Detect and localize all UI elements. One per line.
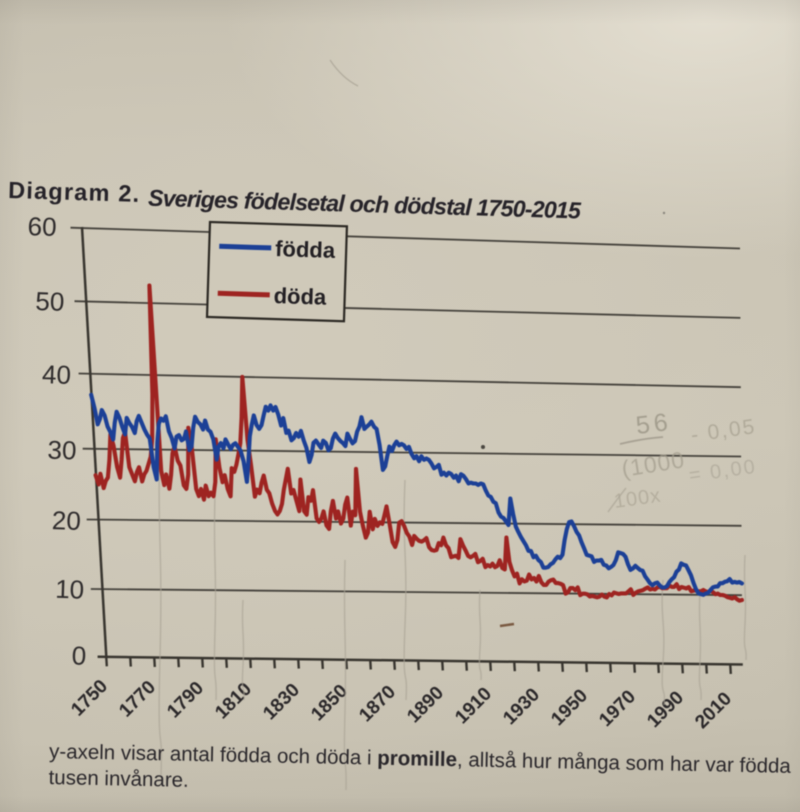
svg-text:1950: 1950 [547, 685, 592, 730]
svg-text:tusen invånare.: tusen invånare. [48, 766, 189, 792]
svg-text:60: 60 [27, 211, 57, 242]
svg-text:födda: födda [275, 236, 336, 263]
svg-text:50: 50 [35, 286, 65, 317]
svg-text:1770: 1770 [115, 677, 160, 722]
svg-text:= 0,00: = 0,00 [688, 456, 759, 487]
svg-text:Diagram 2.: Diagram 2. [8, 177, 140, 207]
svg-text:1970: 1970 [595, 686, 640, 731]
svg-text:1750: 1750 [67, 676, 112, 721]
svg-text:1810: 1810 [211, 679, 256, 724]
svg-text:100x: 100x [613, 485, 663, 513]
svg-text:1870: 1870 [355, 682, 400, 727]
svg-text:1990: 1990 [643, 687, 688, 732]
svg-text:Sveriges födelsetal och dödsta: Sveriges födelsetal och dödstal 1750-201… [148, 185, 583, 224]
svg-text:1790: 1790 [163, 678, 208, 723]
svg-text:(1000: (1000 [620, 446, 687, 482]
svg-text:0: 0 [71, 640, 86, 670]
svg-text:20: 20 [52, 505, 82, 536]
svg-text:56: 56 [634, 408, 673, 440]
svg-text:1910: 1910 [451, 683, 496, 728]
svg-text:1890: 1890 [403, 682, 448, 727]
svg-text:40: 40 [42, 359, 72, 390]
svg-text:döda: döda [273, 283, 327, 310]
svg-text:- 0,05: - 0,05 [689, 415, 757, 447]
svg-text:30: 30 [47, 435, 77, 466]
svg-text:1830: 1830 [259, 680, 304, 725]
svg-text:1930: 1930 [499, 684, 544, 729]
svg-text:2010: 2010 [691, 688, 736, 733]
svg-text:10: 10 [55, 574, 85, 605]
